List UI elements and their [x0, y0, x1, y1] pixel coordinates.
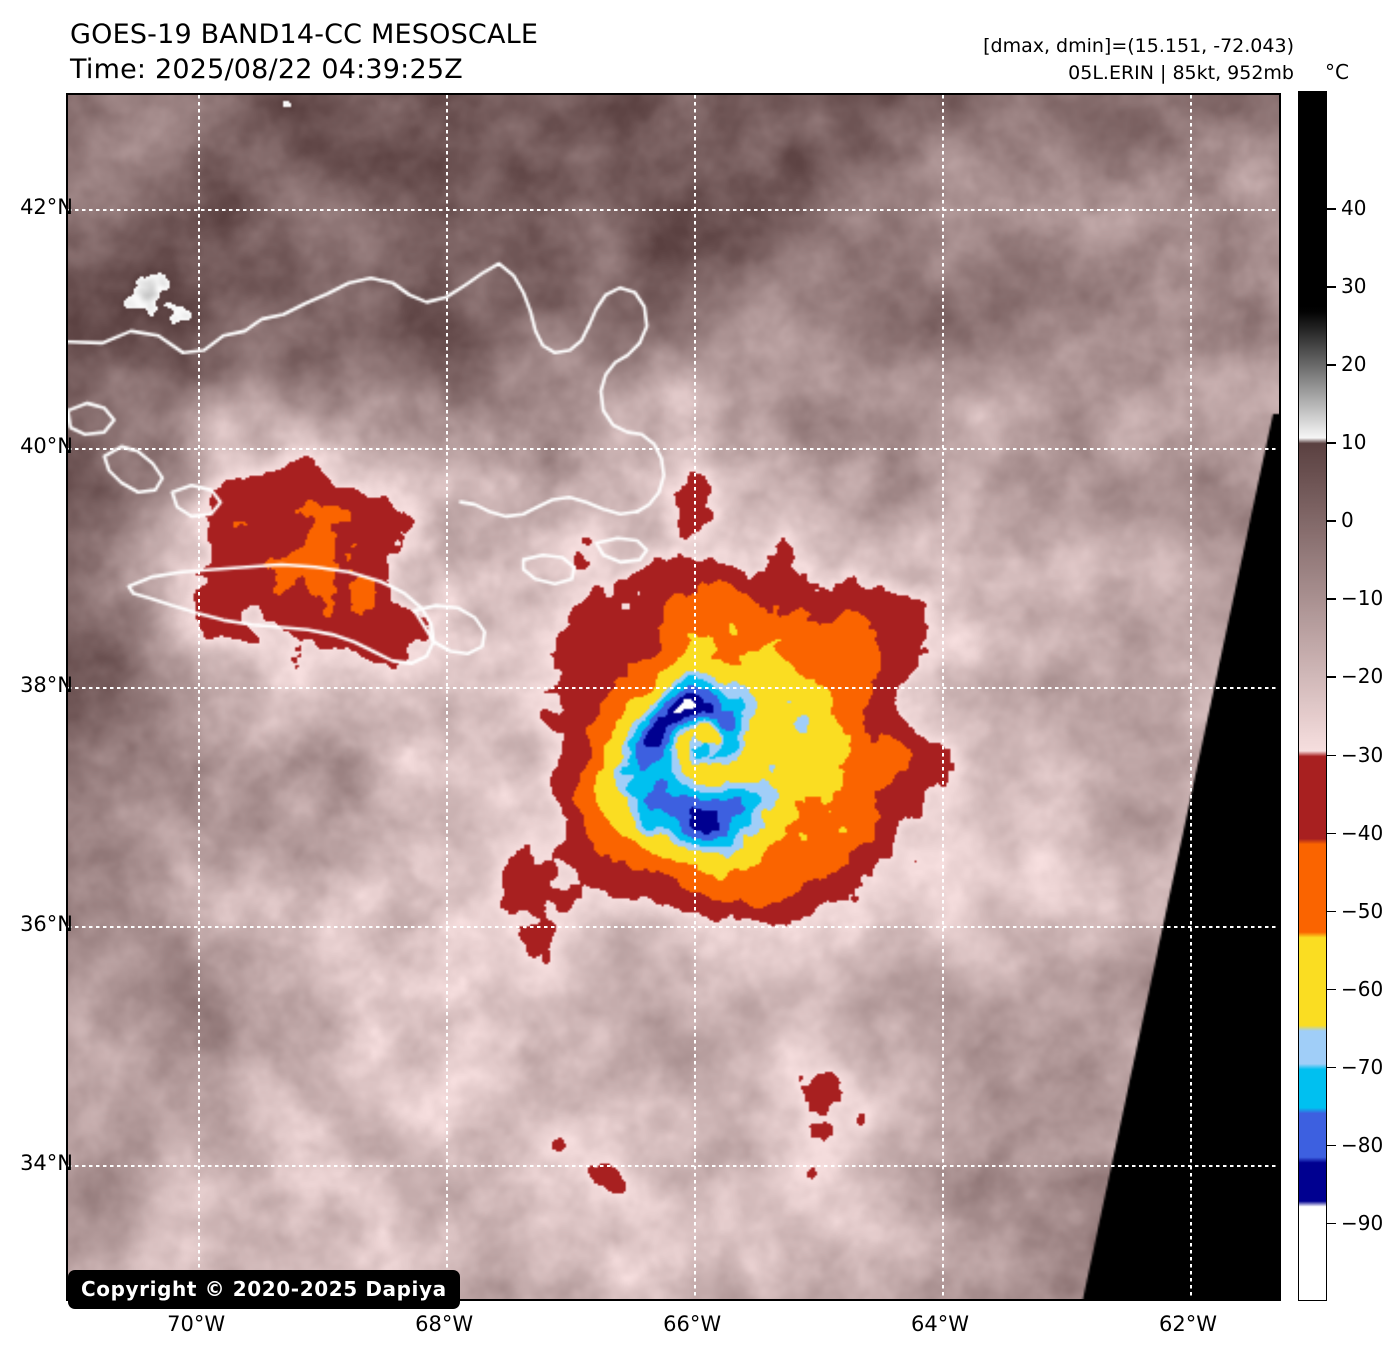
- timestamp: Time: 2025/08/22 04:39:25Z: [70, 53, 463, 85]
- page-title: GOES-19 BAND14-CC MESOSCALE: [70, 19, 539, 50]
- colorbar-tick-label: 30: [1341, 274, 1367, 299]
- latitude-tick-label: 38°N: [20, 673, 73, 698]
- colorbar-tick: [1327, 208, 1336, 210]
- colorbar-tick: [1327, 598, 1336, 600]
- colorbar-tick-label: −10: [1341, 586, 1384, 611]
- colorbar-tick-label: −90: [1341, 1210, 1384, 1235]
- storm-info: 05L.ERIN | 85kt, 952mb: [1068, 61, 1294, 84]
- colorbar-tick-label: −20: [1341, 664, 1384, 689]
- colorbar-tick: [1327, 1144, 1336, 1147]
- colorbar-tick-label: −60: [1341, 976, 1384, 1001]
- map-plot-area[interactable]: [66, 93, 1281, 1301]
- dmax-dmin-readout: [dmax, dmin]=(15.151, -72.043): [983, 35, 1294, 57]
- colorbar-tick: [1327, 832, 1336, 835]
- colorbar-tick: [1327, 442, 1336, 444]
- longitude-tick-label: 64°W: [911, 1312, 970, 1336]
- colorbar-unit-label: °C: [1325, 60, 1349, 84]
- temperature-colorbar[interactable]: [1298, 91, 1327, 1301]
- colorbar-tick: [1327, 286, 1336, 288]
- colorbar-tick: [1327, 364, 1336, 366]
- header-left: GOES-19 BAND14-CC MESOSCALE Time: 2025/0…: [70, 18, 538, 87]
- satellite-imagery: [68, 95, 1279, 1299]
- colorbar-tick-label: 20: [1341, 352, 1367, 377]
- longitude-tick-label: 66°W: [663, 1312, 722, 1336]
- colorbar-tick: [1327, 1222, 1336, 1225]
- latitude-tick-label: 34°N: [20, 1151, 73, 1176]
- colorbar-tick-label: −50: [1341, 898, 1384, 923]
- colorbar-tick: [1327, 754, 1336, 757]
- colorbar-tick-label: 0: [1341, 508, 1354, 533]
- colorbar-tick: [1327, 910, 1336, 913]
- colorbar-tick-label: −30: [1341, 742, 1384, 767]
- latitude-tick-label: 42°N: [20, 194, 73, 219]
- longitude-tick-label: 68°W: [415, 1312, 474, 1336]
- longitude-tick-label: 70°W: [167, 1312, 226, 1336]
- colorbar-tick-label: 40: [1341, 196, 1367, 221]
- copyright-banner: Copyright © 2020-2025 Dapiya: [68, 1270, 460, 1309]
- ir-brightness-temperature-raster: [68, 95, 1279, 1299]
- colorbar-tick: [1327, 1066, 1336, 1069]
- colorbar-gradient: [1299, 92, 1326, 1300]
- colorbar-tick: [1327, 676, 1336, 678]
- colorbar-tick-label: −80: [1341, 1132, 1384, 1157]
- colorbar-tick-label: 10: [1341, 430, 1367, 455]
- header-right: [dmax, dmin]=(15.151, -72.043) 05L.ERIN …: [983, 33, 1294, 87]
- latitude-tick-label: 40°N: [20, 433, 73, 458]
- colorbar-tick: [1327, 988, 1336, 991]
- colorbar-tick: [1327, 520, 1336, 522]
- longitude-tick-label: 62°W: [1159, 1312, 1217, 1336]
- colorbar-tick-label: −40: [1341, 820, 1384, 845]
- latitude-tick-label: 36°N: [20, 912, 73, 937]
- colorbar-tick-label: −70: [1341, 1054, 1384, 1079]
